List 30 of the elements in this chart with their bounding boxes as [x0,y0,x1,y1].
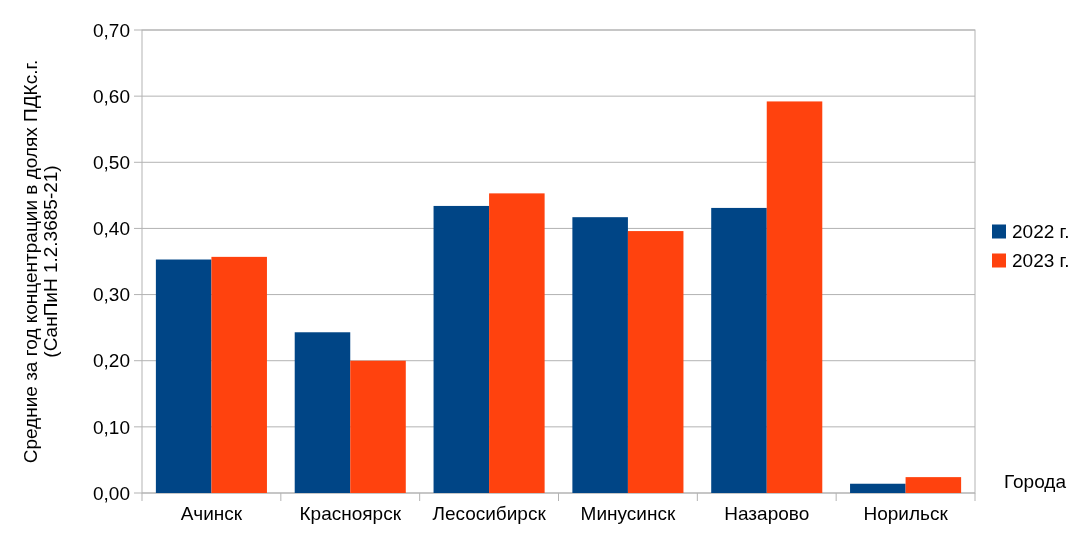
x-tick-label: Ачинск [180,503,243,524]
bar [905,477,962,493]
x-tick-label: Красноярск [299,503,402,524]
y-tick-label: 0,20 [93,350,130,372]
bar [711,207,767,493]
x-axis-title: Города [1004,471,1067,492]
bar [627,231,684,493]
x-tick-label: Норильск [863,503,949,524]
bar [572,217,628,493]
bar [766,101,823,493]
bar [350,360,406,493]
y-tick-label: 0,10 [93,416,130,438]
y-tick-label: 0,70 [93,19,130,41]
legend-label: 2022 г. [1012,221,1070,243]
legend-label: 2023 г. [1012,250,1070,272]
x-tick-label: Минусинск [580,503,676,524]
y-tick-label: 0,00 [93,482,130,504]
x-tick-label: Назарово [724,503,810,524]
bar [155,259,212,493]
bar [489,193,545,493]
y-tick-label: 0,60 [93,85,130,107]
bar [850,483,906,493]
x-tick-label: Лесосибирск [432,503,547,524]
bar [433,205,490,493]
y-tick-label: 0,30 [93,284,130,306]
y-tick-label: 0,50 [93,151,130,173]
y-tick-label: 0,40 [93,218,130,240]
bar [211,256,267,493]
bar [294,332,351,493]
y-axis-title: Средние за год концентрации в долях ПДКс.г. (СанПиН 1.2.3685-21) [19,59,62,464]
